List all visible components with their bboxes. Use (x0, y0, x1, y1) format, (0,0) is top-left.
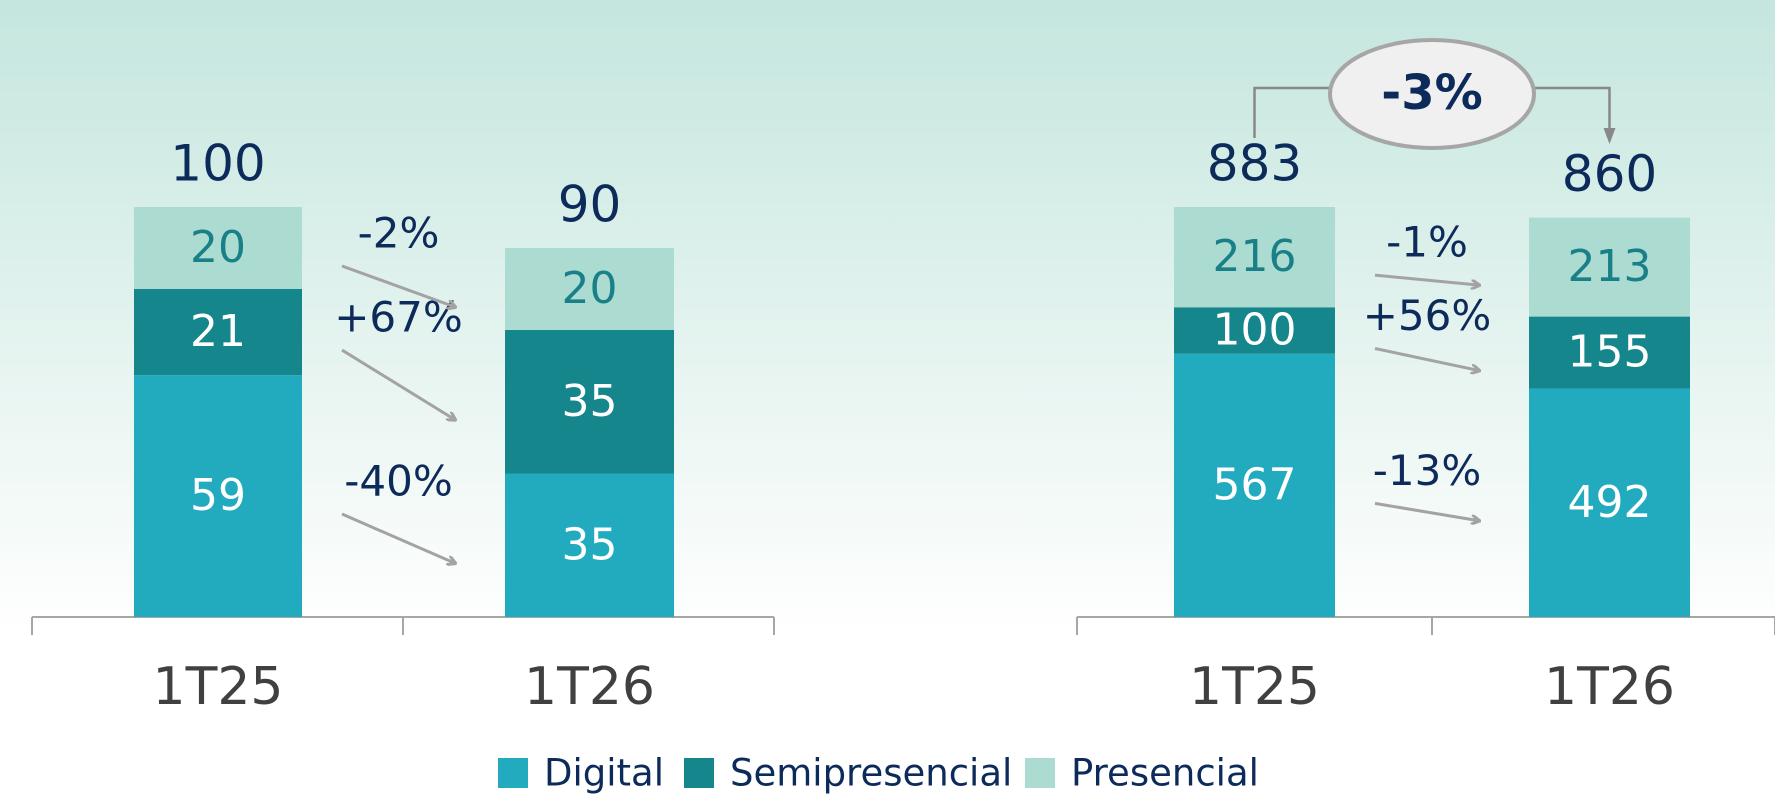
bar-segment (134, 289, 302, 376)
segment-label: 567 (1213, 459, 1297, 510)
change-arrow (1374, 347, 1479, 371)
bar-segment (1174, 307, 1335, 354)
change-arrow (341, 348, 455, 420)
change-badge (1328, 38, 1536, 150)
bar-segment (505, 330, 674, 474)
change-arrow (1374, 501, 1479, 520)
bracket (1253, 86, 1332, 138)
overall-change: -3% (1381, 65, 1482, 121)
bar-segment (505, 473, 674, 617)
segment-label: 59 (190, 470, 246, 521)
change-label: -40% (344, 457, 453, 506)
legend-label: Presencial (1071, 752, 1259, 794)
legend-swatch (498, 758, 528, 788)
change-arrow (1374, 273, 1479, 285)
segment-label: 20 (190, 222, 246, 273)
change-arrow (341, 264, 455, 307)
bar-segment (134, 375, 302, 617)
bar-segment (1529, 388, 1690, 617)
bar-segment (505, 248, 674, 330)
bracket (1532, 86, 1616, 144)
legend-label: Semipresencial (730, 752, 1012, 794)
segment-label: 35 (562, 376, 618, 427)
total-label: 860 (1562, 145, 1657, 203)
segment-label: 155 (1568, 327, 1652, 378)
change-label: -13% (1373, 446, 1482, 495)
total-label: 100 (170, 135, 265, 193)
segment-label: 20 (562, 263, 618, 314)
change-label: -2% (358, 209, 440, 258)
bar-segment (1529, 217, 1690, 317)
segment-label: 35 (562, 519, 618, 570)
x-tick-label: 1T26 (1544, 657, 1675, 717)
segment-label: 492 (1568, 477, 1652, 528)
total-label: 883 (1207, 135, 1302, 193)
legend-label: Digital (544, 752, 664, 794)
change-label: +56% (1363, 291, 1492, 340)
x-tick-label: 1T26 (524, 657, 655, 717)
legend-swatch (1025, 758, 1055, 788)
bar-segment (1174, 353, 1335, 617)
total-label: 90 (558, 176, 622, 234)
bar-segment (1529, 316, 1690, 389)
x-tick-label: 1T25 (1189, 657, 1320, 717)
legend-swatch (684, 758, 714, 788)
segment-label: 216 (1213, 231, 1297, 282)
x-tick-label: 1T25 (152, 657, 283, 717)
segment-label: 21 (190, 306, 246, 357)
segment-label: 100 (1213, 305, 1297, 356)
segment-label: 213 (1568, 241, 1652, 292)
change-label: +67% (334, 293, 463, 342)
change-arrow (341, 512, 455, 563)
change-label: -1% (1386, 218, 1468, 267)
bar-segment (134, 207, 302, 289)
bar-segment (1174, 207, 1335, 308)
